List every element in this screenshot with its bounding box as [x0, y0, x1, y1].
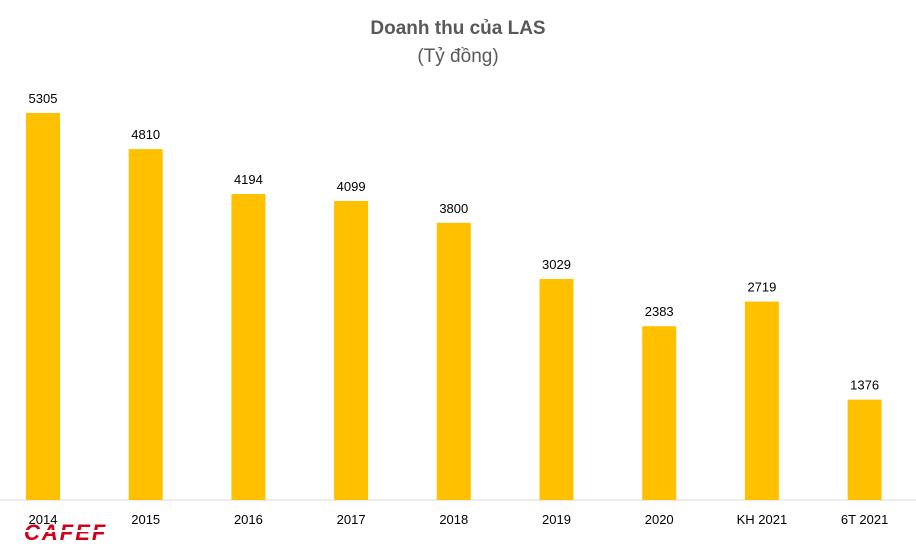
data-label-2019: 3029 — [542, 257, 571, 272]
bar-kh-2021 — [744, 301, 779, 500]
bar-2014 — [26, 113, 60, 500]
data-labels-layer: 5305 4810 4194 4099 3800 3029 2383 2719 1376 — [29, 91, 880, 393]
cafef-logo: CAFEF — [24, 520, 149, 544]
bar-2018 — [436, 222, 471, 501]
data-label-6t-2021: 1376 — [850, 378, 879, 393]
tick-label-6t-2021: 6T 2021 — [841, 512, 888, 527]
bar-2016 — [231, 194, 266, 500]
data-label-2020: 2383 — [645, 304, 674, 319]
data-label-2018: 3800 — [439, 201, 468, 216]
tick-label-2017: 2017 — [337, 512, 366, 527]
bar-2017 — [334, 201, 369, 500]
tick-label-2020: 2020 — [645, 512, 674, 527]
data-label-2015: 4810 — [131, 127, 160, 142]
chart-title: Doanh thu của LAS — [370, 18, 546, 39]
tick-label-kh-2021: KH 2021 — [737, 512, 788, 527]
chart-subtitle: (Tỷ đồng) — [417, 46, 499, 67]
cafef-logo-stripe — [24, 530, 149, 532]
data-label-kh-2021: 2719 — [747, 280, 776, 295]
tick-labels-layer: 2014 2015 2016 2017 2018 2019 2020 KH 2021 6T 20… — [29, 512, 889, 527]
bar-2019 — [539, 279, 574, 500]
data-label-2016: 4194 — [234, 172, 263, 187]
bar-2020 — [642, 326, 677, 500]
bars-layer — [26, 113, 882, 501]
tick-label-2018: 2018 — [439, 512, 468, 527]
tick-label-2014: 2014 — [29, 512, 58, 527]
bar-6t-2021 — [847, 399, 882, 500]
tick-label-2019: 2019 — [542, 512, 571, 527]
bar-2015 — [128, 149, 163, 500]
data-label-2014: 5305 — [29, 91, 58, 106]
tick-label-2016: 2016 — [234, 512, 263, 527]
tick-label-2015: 2015 — [131, 512, 160, 527]
data-label-2017: 4099 — [337, 179, 366, 194]
